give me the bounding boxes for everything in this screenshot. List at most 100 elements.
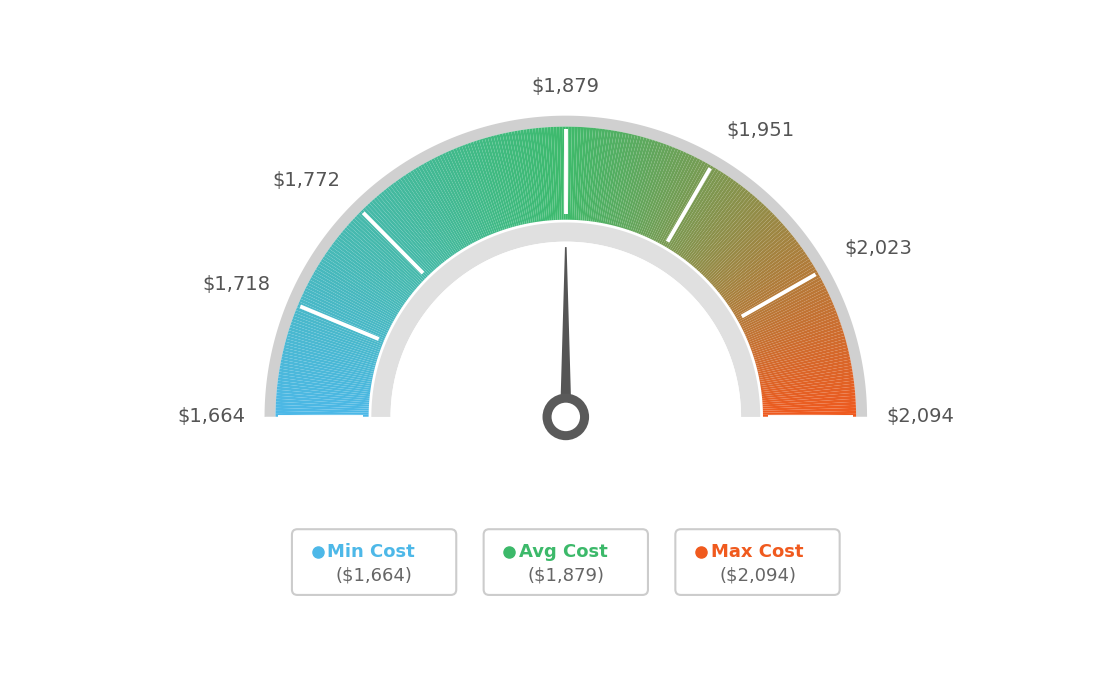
- Wedge shape: [751, 316, 839, 350]
- Wedge shape: [299, 299, 385, 339]
- Wedge shape: [619, 137, 647, 228]
- Wedge shape: [574, 127, 581, 220]
- Wedge shape: [761, 375, 853, 390]
- Wedge shape: [301, 293, 388, 335]
- Wedge shape: [662, 164, 711, 246]
- Wedge shape: [285, 342, 375, 368]
- Wedge shape: [656, 158, 700, 242]
- Wedge shape: [753, 324, 842, 356]
- Wedge shape: [411, 170, 461, 250]
- Wedge shape: [750, 313, 838, 348]
- Text: $1,879: $1,879: [532, 77, 599, 97]
- Wedge shape: [359, 212, 426, 279]
- Wedge shape: [282, 353, 373, 376]
- Wedge shape: [743, 290, 828, 333]
- Wedge shape: [391, 184, 448, 260]
- Wedge shape: [605, 132, 626, 224]
- Wedge shape: [728, 251, 806, 306]
- Wedge shape: [680, 180, 736, 257]
- Wedge shape: [719, 234, 794, 295]
- Wedge shape: [426, 161, 473, 244]
- Wedge shape: [502, 133, 524, 224]
- Wedge shape: [671, 172, 724, 252]
- Text: $2,094: $2,094: [887, 407, 954, 426]
- Wedge shape: [485, 137, 512, 228]
- Wedge shape: [705, 212, 773, 279]
- Wedge shape: [488, 137, 514, 227]
- Wedge shape: [535, 128, 548, 221]
- Text: Avg Cost: Avg Cost: [519, 544, 607, 562]
- Wedge shape: [761, 377, 853, 392]
- Wedge shape: [393, 182, 450, 259]
- Wedge shape: [694, 197, 757, 269]
- Wedge shape: [450, 149, 489, 236]
- Wedge shape: [693, 195, 755, 268]
- Wedge shape: [675, 175, 729, 254]
- Wedge shape: [687, 188, 746, 262]
- Wedge shape: [276, 405, 369, 411]
- Wedge shape: [746, 302, 834, 340]
- Text: Min Cost: Min Cost: [327, 544, 415, 562]
- Wedge shape: [707, 214, 775, 280]
- Wedge shape: [740, 279, 824, 326]
- Wedge shape: [499, 134, 523, 225]
- Wedge shape: [277, 380, 370, 394]
- Wedge shape: [340, 232, 414, 293]
- Wedge shape: [278, 377, 371, 392]
- Wedge shape: [698, 201, 762, 272]
- Wedge shape: [735, 269, 817, 318]
- Wedge shape: [732, 262, 813, 313]
- Wedge shape: [758, 357, 850, 378]
- Text: Max Cost: Max Cost: [711, 544, 804, 562]
- Wedge shape: [713, 225, 786, 288]
- Wedge shape: [291, 319, 380, 352]
- Wedge shape: [708, 216, 777, 282]
- Wedge shape: [326, 251, 404, 306]
- Wedge shape: [289, 324, 379, 356]
- Wedge shape: [276, 390, 370, 400]
- Wedge shape: [666, 167, 716, 248]
- Text: $1,664: $1,664: [178, 407, 245, 426]
- Wedge shape: [418, 166, 467, 247]
- Wedge shape: [434, 157, 478, 241]
- Wedge shape: [297, 304, 384, 342]
- Wedge shape: [470, 141, 503, 230]
- Wedge shape: [532, 128, 545, 221]
- Wedge shape: [276, 414, 369, 417]
- Wedge shape: [428, 159, 475, 243]
- Wedge shape: [370, 201, 434, 272]
- Text: ($1,664): ($1,664): [336, 566, 413, 584]
- Wedge shape: [644, 150, 683, 237]
- Text: $1,951: $1,951: [726, 121, 795, 140]
- Wedge shape: [762, 386, 854, 398]
- Wedge shape: [691, 193, 753, 266]
- Wedge shape: [439, 155, 481, 239]
- Wedge shape: [328, 249, 405, 304]
- Wedge shape: [363, 208, 429, 276]
- Wedge shape: [548, 127, 555, 220]
- Wedge shape: [283, 351, 374, 374]
- Wedge shape: [278, 371, 371, 388]
- Wedge shape: [745, 296, 831, 337]
- Wedge shape: [726, 249, 804, 304]
- Wedge shape: [277, 384, 370, 396]
- Wedge shape: [603, 132, 623, 224]
- Wedge shape: [742, 285, 826, 329]
- Wedge shape: [357, 214, 425, 280]
- Wedge shape: [295, 310, 382, 346]
- Wedge shape: [581, 128, 591, 220]
- Wedge shape: [307, 282, 391, 327]
- Wedge shape: [280, 359, 372, 380]
- Wedge shape: [287, 333, 378, 362]
- Wedge shape: [733, 264, 814, 315]
- Wedge shape: [572, 127, 578, 220]
- Wedge shape: [633, 144, 667, 232]
- Wedge shape: [560, 127, 564, 220]
- Wedge shape: [578, 127, 587, 220]
- Wedge shape: [731, 259, 811, 311]
- Wedge shape: [329, 246, 406, 303]
- Wedge shape: [712, 223, 784, 286]
- Wedge shape: [443, 153, 484, 239]
- Wedge shape: [729, 254, 808, 308]
- Wedge shape: [763, 411, 856, 415]
